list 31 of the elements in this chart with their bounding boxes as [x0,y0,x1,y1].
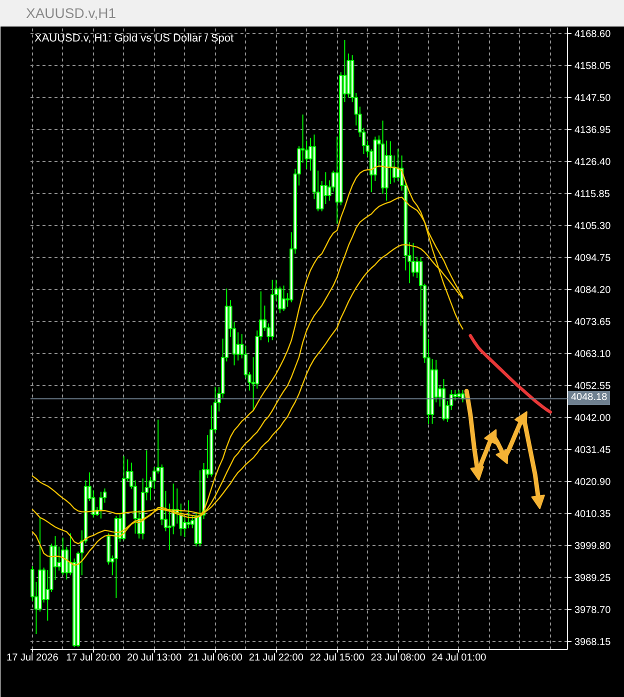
x-tick-label: 21 Jul 06:00 [188,652,243,664]
y-tick-label: 4084.20 [574,285,612,296]
y-tick-label: 4052.55 [574,381,612,392]
y-tick-label: 4158.05 [574,61,612,72]
x-tick-label: 20 Jul 13:00 [127,652,182,664]
y-tick-label: 3978.70 [574,604,612,616]
y-tick-label: 4136.95 [574,125,612,136]
ref-line-label: 4048.18 [568,391,610,405]
y-tick-label: 4042.00 [574,413,612,424]
chart-title: XAUUSD.v,H1 [25,4,116,23]
y-tick-label: 4094.75 [574,253,612,264]
x-tick-label: 17 Jul 20:00 [66,652,122,664]
x-tick-label: 17 Jul 2026 [6,652,59,664]
y-tick-label: 3999.80 [574,540,612,552]
x-tick-label: 21 Jul 22:00 [248,652,304,664]
y-tick-label: 4073.65 [574,317,612,328]
x-tick-label: 24 Jul 01:00 [432,652,487,664]
y-tick-label: 4010.35 [574,508,612,520]
y-tick-label: 4147.50 [574,93,612,104]
y-tick-label: 4105.30 [574,221,612,232]
y-tick-label: 4031.45 [574,444,612,456]
y-tick-label: 4168.60 [574,29,612,40]
x-tick-label: 22 Jul 15:00 [310,652,365,664]
y-tick-label: 4063.10 [574,349,612,360]
text: XAUUSD.v, H1: Gold vs US Dollar / Spot [34,32,234,44]
y-tick-label: 3968.15 [574,636,612,648]
y-tick-label: 4126.40 [574,157,612,168]
y-tick-label: 4020.90 [574,476,612,488]
y-tick-label: 4115.85 [574,189,610,200]
x-tick-label: 23 Jul 08:00 [370,652,426,664]
y-tick-label: 3989.25 [574,572,612,584]
